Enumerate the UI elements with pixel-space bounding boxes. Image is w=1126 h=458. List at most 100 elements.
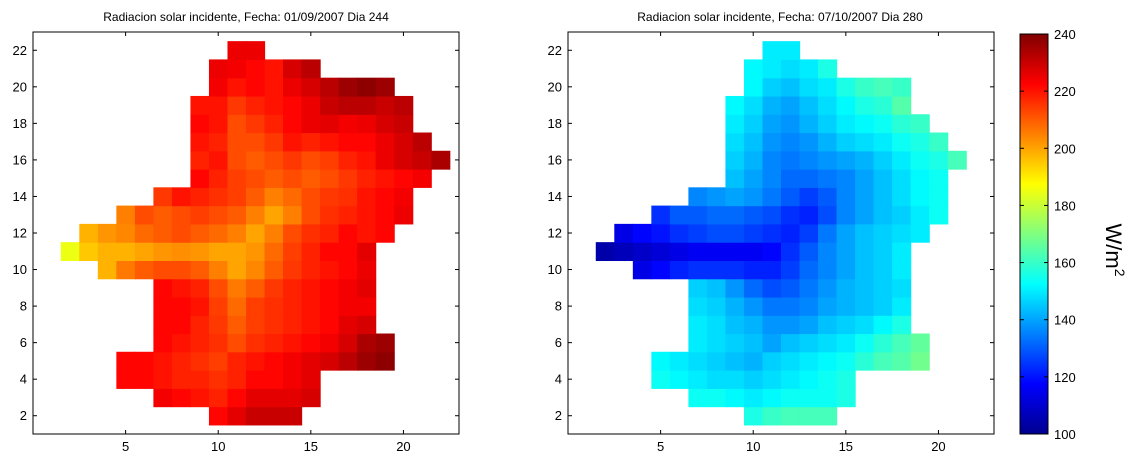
heatmap-cell — [190, 150, 210, 170]
heatmap-cell — [799, 205, 819, 225]
heatmap-cell — [762, 315, 782, 335]
heatmap-cell — [855, 77, 875, 97]
heatmap-cell — [394, 150, 414, 170]
heatmap-cell — [357, 205, 377, 225]
heatmap-cell — [338, 150, 358, 170]
heatmap-cell — [762, 242, 782, 262]
heatmap-cell — [873, 296, 893, 316]
heatmap-cell — [375, 95, 395, 115]
heatmap-cell — [929, 132, 949, 152]
heatmap-cell — [725, 242, 745, 262]
heatmap-cell — [357, 260, 377, 280]
heatmap-cell — [669, 351, 689, 371]
heatmap-cell — [320, 77, 340, 97]
heatmap-cell — [781, 388, 801, 408]
heatmap-cell — [781, 315, 801, 335]
heatmap-cell — [669, 223, 689, 243]
heatmap-cell — [283, 278, 303, 298]
heatmap-cell — [706, 370, 727, 389]
heatmap-cell — [855, 169, 875, 188]
heatmap-cell — [688, 187, 708, 207]
heatmap-cell — [227, 333, 247, 353]
heatmap-cell — [762, 260, 782, 280]
heatmap-cell — [725, 150, 745, 170]
heatmap-cell — [910, 150, 930, 170]
heatmap-cell — [208, 114, 229, 134]
heatmap-cell — [706, 187, 727, 207]
heatmap-cell — [227, 187, 247, 207]
heatmap-cell — [301, 388, 321, 408]
heatmap-cell — [892, 187, 912, 207]
heatmap-cell — [301, 132, 321, 152]
heatmap-cell — [208, 406, 229, 426]
heatmap-cell — [338, 77, 358, 97]
heatmap-cell — [301, 77, 321, 97]
colorbar-tick-label: 200 — [1054, 141, 1076, 156]
heatmap-cell — [227, 132, 247, 152]
heatmap-panel-2: Radiacion solar incidente, Fecha: 07/10/… — [548, 10, 995, 454]
y-tick-label: 12 — [13, 226, 27, 241]
colorbar-tick-label: 240 — [1054, 27, 1076, 42]
heatmap-cell — [781, 95, 801, 115]
heatmap-cell — [208, 132, 229, 152]
y-tick-label: 20 — [13, 79, 27, 94]
heatmap-cell — [338, 260, 358, 280]
heatmap-cell — [762, 150, 782, 170]
heatmap-cell — [651, 223, 671, 243]
heatmap-cell — [781, 296, 801, 316]
heatmap-cell — [264, 351, 284, 371]
heatmap-cell — [301, 114, 321, 134]
heatmap-cell — [227, 223, 247, 243]
panel-2-ticks: 5 10 15 20 2 4 6 8 10 12 14 16 18 20 22 — [548, 32, 994, 454]
heatmap-cell — [725, 95, 745, 115]
heatmap-cell — [264, 278, 284, 298]
heatmap-cell — [246, 95, 266, 115]
y-tick-label: 14 — [548, 189, 562, 204]
heatmap-cell — [246, 114, 266, 134]
heatmap-cell — [892, 242, 912, 262]
x-tick-label: 10 — [746, 439, 760, 454]
heatmap-cell — [873, 95, 893, 115]
heatmap-cell — [357, 278, 377, 298]
heatmap-cell — [743, 333, 764, 353]
heatmap-cell — [706, 315, 727, 335]
heatmap-cell — [743, 242, 764, 262]
heatmap-cell — [301, 315, 321, 335]
heatmap-cell — [818, 59, 838, 79]
heatmap-cell — [357, 169, 377, 188]
heatmap-cell — [171, 205, 192, 225]
heatmap-cell — [836, 260, 856, 280]
heatmap-cell — [743, 77, 764, 97]
panel-2-title: Radiacion solar incidente, Fecha: 07/10/… — [637, 10, 923, 24]
heatmap-cell — [357, 132, 377, 152]
heatmap-cell — [799, 278, 819, 298]
heatmap-cell — [190, 169, 210, 188]
heatmap-cell — [301, 260, 321, 280]
heatmap-cell — [688, 388, 708, 408]
heatmap-cell — [264, 205, 284, 225]
heatmap-cell — [706, 260, 727, 280]
heatmap-cell — [190, 333, 210, 353]
heatmap-cell — [264, 150, 284, 170]
heatmap-cell — [227, 150, 247, 170]
heatmap-cell — [283, 242, 303, 262]
heatmap-cell — [632, 242, 652, 262]
heatmap-cell — [725, 260, 745, 280]
heatmap-cell — [153, 370, 173, 389]
heatmap-cell — [264, 260, 284, 280]
heatmap-cell — [412, 132, 432, 152]
heatmap-cell — [762, 388, 782, 408]
heatmap-cell — [855, 315, 875, 335]
heatmap-cell — [762, 370, 782, 389]
heatmap-cell — [855, 132, 875, 152]
heatmap-cell — [116, 223, 136, 243]
heatmap-cell — [338, 169, 358, 188]
heatmap-cell — [283, 150, 303, 170]
heatmap-cell — [855, 351, 875, 371]
heatmap-cell — [190, 132, 210, 152]
heatmap-cell — [651, 370, 671, 389]
heatmap-cell — [855, 187, 875, 207]
panel-1-cells — [60, 41, 451, 426]
heatmap-cell — [190, 315, 210, 335]
colorbar-tick-label: 220 — [1054, 84, 1076, 99]
